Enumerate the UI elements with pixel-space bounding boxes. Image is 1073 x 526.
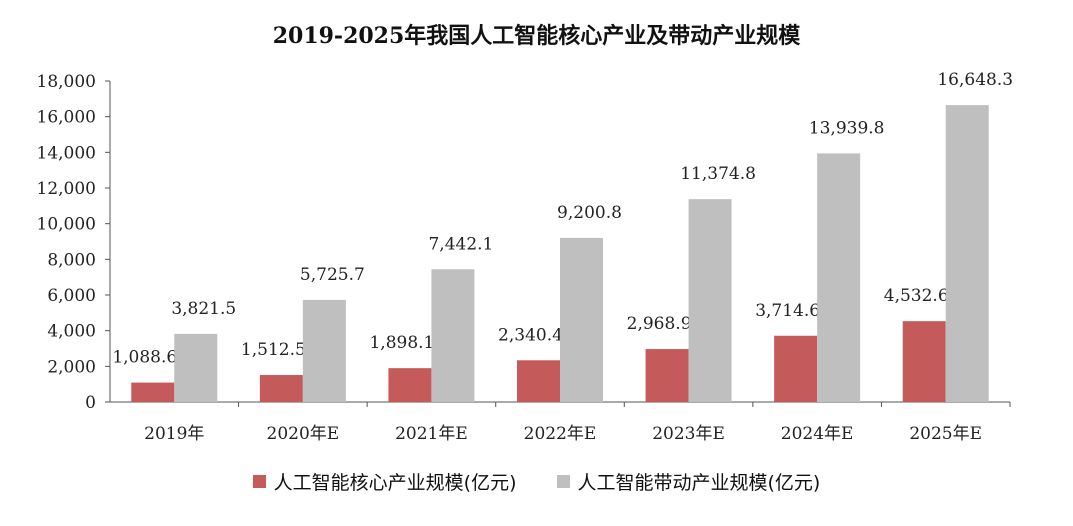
y-tick-label: 12,000 — [37, 179, 96, 199]
legend-item-driven: 人工智能带动产业规模(亿元) — [556, 468, 821, 495]
legend-swatch-driven — [556, 475, 570, 488]
legend: 人工智能核心产业规模(亿元) 人工智能带动产业规模(亿元) — [0, 468, 1073, 495]
data-label-core: 1,512.5 — [241, 340, 306, 360]
bar-driven — [431, 269, 475, 402]
legend-swatch-core — [252, 475, 266, 488]
data-label-core: 1,898.1 — [369, 333, 434, 353]
x-tick-label: 2024年E — [781, 424, 854, 444]
data-label-driven: 11,374.8 — [680, 164, 756, 184]
bar-driven — [560, 237, 603, 402]
bar-core — [259, 375, 303, 402]
y-tick-label: 0 — [85, 393, 96, 413]
bar-core — [131, 382, 175, 402]
bar-core — [774, 335, 818, 402]
y-tick-label: 10,000 — [37, 215, 96, 235]
data-label-core: 4,532.6 — [884, 286, 949, 306]
bar-core — [388, 368, 432, 402]
data-label-driven: 5,725.7 — [300, 265, 365, 285]
y-tick-label: 6,000 — [47, 286, 96, 306]
legend-item-core: 人工智能核心产业规模(亿元) — [252, 468, 517, 495]
data-label-driven: 13,939.8 — [809, 118, 885, 138]
x-tick-label: 2025年E — [909, 424, 982, 444]
bar-driven — [945, 105, 989, 402]
data-label-core: 1,088.6 — [112, 348, 177, 368]
bar-driven — [817, 153, 861, 402]
bar-driven — [302, 299, 346, 402]
y-tick-label: 16,000 — [37, 108, 96, 128]
data-label-core: 2,340.4 — [498, 325, 563, 345]
chart-title: 2019-2025年我国人工智能核心产业及带动产业规模 — [272, 23, 801, 49]
bar-driven — [174, 333, 218, 402]
y-tick-label: 4,000 — [47, 322, 96, 342]
y-tick-label: 18,000 — [37, 72, 96, 92]
bar-chart: 0 2,000 4,000 6,000 8,000 10,000 12,000 14,000 1… — [37, 70, 1014, 444]
x-tick-label: 2021年E — [395, 424, 468, 444]
x-tick-label: 2023年E — [652, 424, 725, 444]
bar-driven — [688, 199, 732, 402]
y-tick-label: 8,000 — [47, 250, 96, 270]
data-label-driven: 7,442.1 — [428, 234, 493, 254]
bar-core — [517, 360, 560, 402]
bar-core — [902, 321, 946, 402]
legend-label-driven: 人工智能带动产业规模(亿元) — [577, 472, 821, 494]
x-tick-label: 2020年E — [267, 424, 340, 444]
data-label-core: 2,968.9 — [627, 314, 692, 334]
y-tick-label: 2,000 — [47, 357, 96, 377]
data-label-driven: 9,200.8 — [557, 203, 622, 223]
data-label-driven: 3,821.5 — [171, 299, 236, 319]
data-label-core: 3,714.6 — [755, 301, 820, 321]
y-tick-label: 14,000 — [37, 143, 96, 163]
x-tick-label: 2019年 — [144, 424, 204, 444]
data-label-driven: 16,648.3 — [937, 70, 1013, 90]
x-tick-label: 2022年E — [524, 424, 597, 444]
legend-label-core: 人工智能核心产业规模(亿元) — [273, 472, 517, 494]
bar-core — [645, 349, 689, 402]
